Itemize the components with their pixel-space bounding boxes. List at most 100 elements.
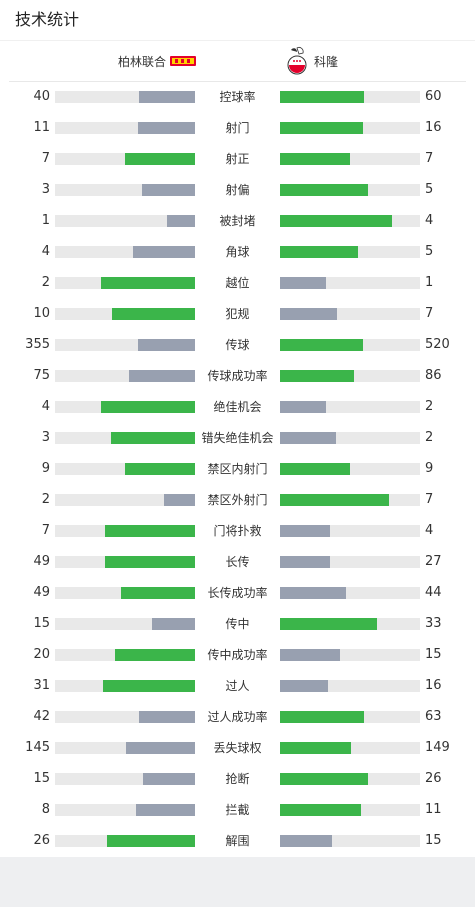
home-stat-value: 1 [41, 213, 50, 228]
away-stat-bar [280, 649, 340, 661]
away-stat-bar [280, 339, 363, 351]
stat-label: 过人 [225, 679, 250, 693]
teams-header: 柏林联合 科隆 [9, 41, 466, 82]
home-stat-bar-track [55, 556, 195, 568]
home-stat-bar-track [55, 587, 195, 599]
home-team[interactable]: 柏林联合 [118, 41, 196, 81]
stat-label: 丢失球权 [213, 741, 262, 755]
home-stat-bar-track [55, 277, 195, 289]
away-stat-value: 60 [425, 89, 442, 104]
stat-label: 禁区内射门 [207, 462, 268, 476]
home-stat-bar [125, 463, 195, 475]
stat-row: 15 传中 33 [0, 608, 475, 639]
stat-label: 越位 [225, 276, 250, 290]
home-stat-bar [101, 401, 195, 413]
stat-row: 2 越位 1 [0, 267, 475, 298]
home-stat-bar [125, 153, 195, 165]
stat-label: 过人成功率 [207, 710, 268, 724]
stat-label: 传球成功率 [207, 369, 268, 383]
home-stat-value: 42 [33, 709, 50, 724]
away-stat-bar-track [280, 277, 420, 289]
stat-row: 1 被封堵 4 [0, 205, 475, 236]
stat-row: 75 传球成功率 86 [0, 360, 475, 391]
away-stat-value: 7 [425, 306, 434, 321]
away-stat-bar [280, 680, 328, 692]
away-stat-bar-track [280, 91, 420, 103]
away-stat-bar [280, 587, 346, 599]
stat-row: 42 过人成功率 63 [0, 701, 475, 732]
away-stat-value: 5 [425, 182, 434, 197]
stat-row: 20 传中成功率 15 [0, 639, 475, 670]
stat-label: 传球 [225, 338, 250, 352]
away-stat-bar [280, 742, 351, 754]
away-stat-bar [280, 804, 361, 816]
away-stat-bar-track [280, 153, 420, 165]
home-stat-value: 355 [25, 337, 50, 352]
home-stat-value: 15 [33, 616, 50, 631]
away-stat-bar-track [280, 370, 420, 382]
away-stat-value: 1 [425, 275, 434, 290]
stat-label: 绝佳机会 [213, 400, 262, 414]
stats-list: 40 控球率 60 11 射门 16 7 射正 7 3 射偏 5 1 被封堵 4 4 角球 5 2 越位 1 10 犯规 7 3… [0, 81, 475, 856]
stat-row: 7 射正 7 [0, 143, 475, 174]
home-stat-bar [105, 525, 195, 537]
home-stat-value: 15 [33, 771, 50, 786]
home-stat-bar-track [55, 432, 195, 444]
home-stat-bar-track [55, 370, 195, 382]
away-stat-bar [280, 91, 364, 103]
home-stat-bar [103, 680, 195, 692]
away-stat-value: 5 [425, 244, 434, 259]
home-stat-value: 2 [41, 275, 50, 290]
stats-card: 技术统计 柏林联合 科隆 40 控球率 60 11 [0, 0, 475, 857]
away-stat-value: 11 [425, 802, 442, 817]
stat-row: 11 射门 16 [0, 112, 475, 143]
stat-label: 传中成功率 [207, 648, 268, 662]
away-stat-bar-track [280, 246, 420, 258]
away-stat-bar [280, 401, 326, 413]
home-stat-bar [129, 370, 195, 382]
away-stat-bar-track [280, 680, 420, 692]
stat-label: 传中 [225, 617, 250, 631]
away-stat-value: 26 [425, 771, 442, 786]
away-stat-value: 4 [425, 213, 434, 228]
stat-label: 射正 [225, 152, 250, 166]
home-stat-bar [143, 773, 195, 785]
stat-row: 2 禁区外射门 7 [0, 484, 475, 515]
away-stat-bar-track [280, 649, 420, 661]
home-stat-bar [101, 277, 195, 289]
away-team[interactable]: 科隆 [285, 41, 338, 81]
stat-row: 9 禁区内射门 9 [0, 453, 475, 484]
home-stat-value: 49 [33, 585, 50, 600]
home-stat-bar-track [55, 122, 195, 134]
away-stat-bar [280, 463, 350, 475]
home-stat-bar-track [55, 680, 195, 692]
home-stat-value: 7 [41, 523, 50, 538]
away-stat-bar [280, 618, 377, 630]
home-stat-bar-track [55, 339, 195, 351]
home-stat-bar-track [55, 742, 195, 754]
away-stat-bar-track [280, 184, 420, 196]
home-stat-value: 11 [33, 120, 50, 135]
home-stat-value: 8 [41, 802, 50, 817]
home-stat-value: 75 [33, 368, 50, 383]
home-stat-bar-track [55, 618, 195, 630]
away-stat-bar [280, 711, 364, 723]
stat-label: 门将扑救 [213, 524, 262, 538]
away-stat-value: 16 [425, 120, 442, 135]
stat-label: 解围 [225, 834, 250, 848]
away-stat-bar-track [280, 308, 420, 320]
away-stat-value: 9 [425, 461, 434, 476]
away-stat-bar-track [280, 773, 420, 785]
home-stat-bar [121, 587, 195, 599]
stat-label: 犯规 [225, 307, 250, 321]
away-stat-value: 15 [425, 647, 442, 662]
stat-row: 49 长传成功率 44 [0, 577, 475, 608]
stat-row: 4 角球 5 [0, 236, 475, 267]
home-stat-bar [133, 246, 195, 258]
stat-label: 角球 [225, 245, 250, 259]
away-stat-value: 2 [425, 430, 434, 445]
stat-row: 3 射偏 5 [0, 174, 475, 205]
home-stat-bar-track [55, 804, 195, 816]
away-stat-bar-track [280, 525, 420, 537]
away-stat-bar [280, 246, 358, 258]
